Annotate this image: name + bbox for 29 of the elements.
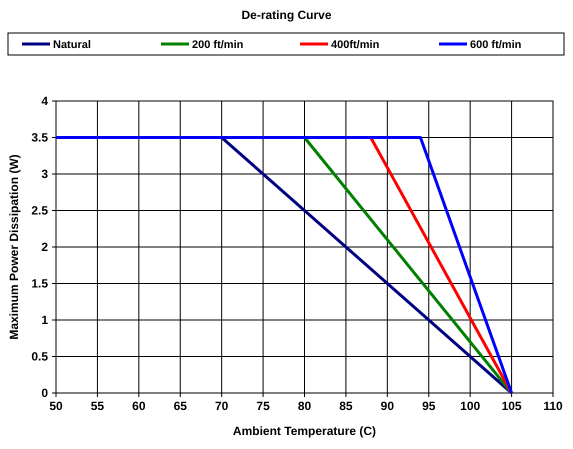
y-tick-label: 0 <box>41 386 48 400</box>
x-tick-label: 90 <box>380 399 394 413</box>
x-axis-title: Ambient Temperature (C) <box>232 424 376 438</box>
y-tick-label: 1 <box>41 313 48 327</box>
x-tick-label: 110 <box>543 399 564 413</box>
y-tick-label: 2 <box>41 240 48 254</box>
y-tick-label: 1.5 <box>31 276 48 290</box>
x-tick-label: 105 <box>502 399 522 413</box>
legend-label: 400ft/min <box>331 39 380 51</box>
x-tick-label: 60 <box>132 399 146 413</box>
y-axis-title: Maximum Power Dissipation (W) <box>7 154 21 340</box>
y-tick-label: 4 <box>41 94 48 108</box>
x-tick-label: 80 <box>298 399 312 413</box>
legend-label: 600 ft/min <box>470 39 522 51</box>
y-tick-label: 2.5 <box>31 204 48 218</box>
x-tick-label: 50 <box>49 399 63 413</box>
y-tick-label: 3 <box>41 167 48 181</box>
legend-label: 200 ft/min <box>192 39 244 51</box>
x-tick-label: 65 <box>174 399 188 413</box>
y-tick-label: 3.5 <box>31 130 48 144</box>
x-tick-label: 85 <box>339 399 353 413</box>
x-tick-label: 100 <box>460 399 480 413</box>
x-tick-label: 95 <box>422 399 436 413</box>
x-tick-label: 70 <box>214 399 229 413</box>
chart-title: De-rating Curve <box>241 8 332 22</box>
x-tick-label: 55 <box>90 399 104 413</box>
legend-label: Natural <box>53 39 91 51</box>
y-tick-label: 0.5 <box>31 350 48 364</box>
x-tick-label: 75 <box>256 399 270 413</box>
